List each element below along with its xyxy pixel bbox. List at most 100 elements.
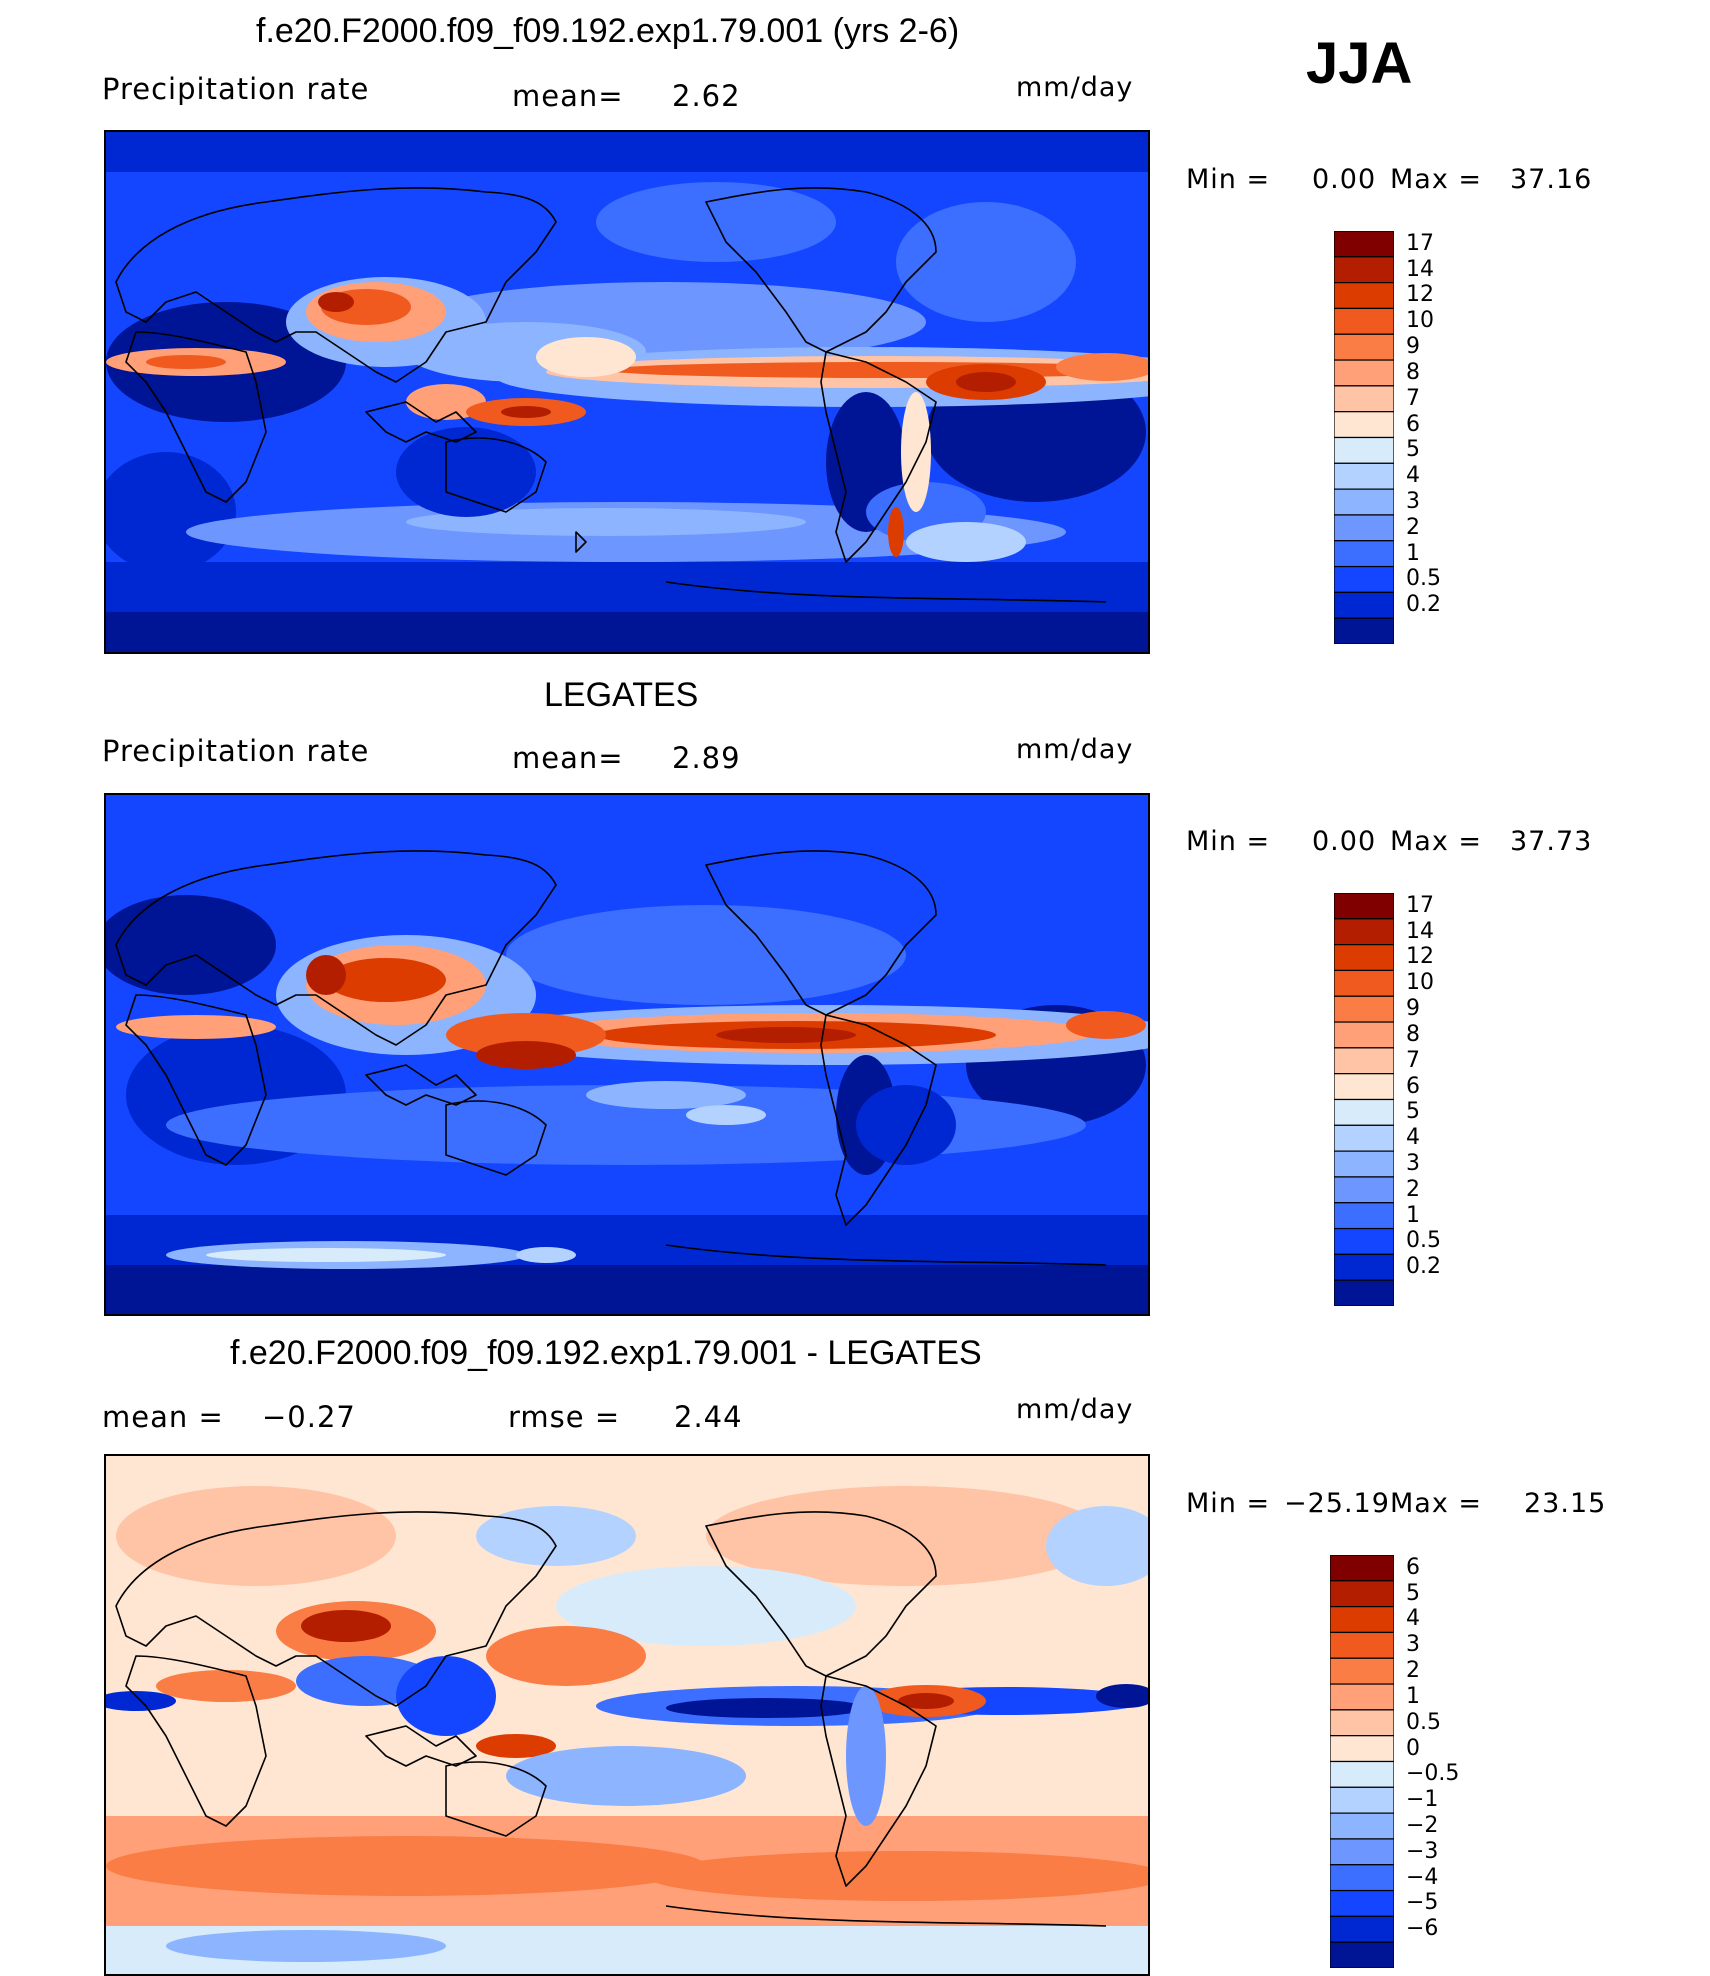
colorbar-tick-label: 4: [1406, 463, 1420, 489]
colorbar-box: [1334, 1253, 1394, 1281]
colorbar-tick-label: −2: [1406, 1812, 1439, 1838]
colorbar-boxes: [1330, 1555, 1394, 1968]
colorbar-tick-label: 0.2: [1406, 592, 1441, 618]
colorbar-tick-label: 7: [1406, 385, 1420, 411]
colorbar-tick-label: 3: [1406, 488, 1420, 514]
panel-3-max-value: 23.15: [1524, 1488, 1607, 1519]
panel-3-min-value: −25.19: [1284, 1488, 1390, 1519]
colorbar-box: [1334, 540, 1394, 568]
panel-2-title: LEGATES: [544, 676, 699, 714]
colorbar-box: [1334, 231, 1394, 258]
colorbar-box: [1334, 591, 1394, 619]
colorbar-tick-label: 4: [1406, 1606, 1420, 1632]
colorbar-tick-label: −0.5: [1406, 1761, 1460, 1787]
colorbar-box: [1334, 462, 1394, 490]
colorbar-box: [1334, 1176, 1394, 1204]
colorbar-tick-label: 10: [1406, 308, 1434, 334]
season-label: JJA: [1306, 31, 1413, 96]
colorbar-box: [1330, 1735, 1394, 1763]
colorbar-tick-label: 4: [1406, 1125, 1420, 1151]
colorbar-box: [1334, 411, 1394, 439]
colorbar-box: [1334, 1202, 1394, 1230]
colorbar-tick-label: 12: [1406, 282, 1434, 308]
colorbar-tick-label: 6: [1406, 1073, 1420, 1099]
panel-2-max-label: Max =: [1390, 826, 1483, 857]
colorbar-box: [1334, 1150, 1394, 1178]
colorbar-tick-label: 3: [1406, 1150, 1420, 1176]
colorbar-box: [1330, 1555, 1394, 1582]
colorbar-box: [1330, 1812, 1394, 1840]
colorbar-box: [1334, 969, 1394, 997]
colorbar-box: [1334, 617, 1394, 644]
colorbar-box: [1334, 918, 1394, 946]
panel-1-map: [104, 130, 1150, 654]
colorbar-tick-label: 2: [1406, 1176, 1420, 1202]
colorbar-tick-label: 5: [1406, 1099, 1420, 1125]
colorbar-box: [1334, 1279, 1394, 1306]
colorbar-box: [1330, 1760, 1394, 1788]
colorbar-box: [1330, 1631, 1394, 1659]
colorbar-tick-label: 0.5: [1406, 1709, 1441, 1735]
colorbar-tick-label: 5: [1406, 1580, 1420, 1606]
panel-2-map: [104, 793, 1150, 1316]
colorbar-tick-label: 1: [1406, 540, 1420, 566]
colorbar-tick-label: 9: [1406, 334, 1420, 360]
colorbar-box: [1330, 1838, 1394, 1866]
panel-2-units: mm/day: [1016, 734, 1134, 765]
colorbar-box: [1330, 1786, 1394, 1814]
colorbar-box: [1334, 565, 1394, 593]
colorbar-tick-label: 6: [1406, 411, 1420, 437]
colorbar-tick-label: 14: [1406, 256, 1434, 282]
colorbar-box: [1334, 256, 1394, 284]
colorbar-box: [1330, 1889, 1394, 1917]
colorbar-box: [1334, 1227, 1394, 1255]
colorbar-box: [1334, 385, 1394, 413]
panel-1-min-label: Min =: [1186, 164, 1271, 195]
panel-3-min-label: Min =: [1186, 1488, 1271, 1519]
colorbar-tick-label: 14: [1406, 918, 1434, 944]
colorbar-box: [1334, 1124, 1394, 1152]
colorbar-box: [1330, 1606, 1394, 1634]
panel-2-colorbar: 17 14 12 10 9 8 7 6 5 4 3 2 1 0.5 0.2: [1334, 893, 1441, 1306]
panel-3-rmse-value: 2.44: [674, 1400, 743, 1434]
panel-3-colorbar: 6 5 4 3 2 1 0.5 0 −0.5 −1 −2 −3 −4 −5 −6: [1330, 1555, 1459, 1968]
panel-2-mean-label: mean=: [512, 741, 624, 775]
panel-2-min-value: 0.00: [1312, 826, 1377, 857]
colorbar-box: [1334, 488, 1394, 516]
panel-1-max-value: 37.16: [1510, 164, 1593, 195]
colorbar-box: [1334, 1098, 1394, 1126]
panel-2-min-label: Min =: [1186, 826, 1271, 857]
colorbar-tick-label: 2: [1406, 1658, 1420, 1684]
colorbar-tick-label: 6: [1406, 1554, 1420, 1580]
colorbar-box: [1334, 307, 1394, 335]
colorbar-tick-label: 2: [1406, 514, 1420, 540]
colorbar-tick-label: −3: [1406, 1838, 1439, 1864]
colorbar-box: [1330, 1683, 1394, 1711]
colorbar-tick-label: 0.2: [1406, 1254, 1441, 1280]
panel-1-max-label: Max =: [1390, 164, 1483, 195]
panel-3-title: f.e20.F2000.f09_f09.192.exp1.79.001 - LE…: [230, 1334, 982, 1372]
colorbar-tick-label: 0.5: [1406, 1228, 1441, 1254]
colorbar-tick-label: 5: [1406, 437, 1420, 463]
panel-2-max-value: 37.73: [1510, 826, 1593, 857]
colorbar-tick-label: 17: [1406, 230, 1434, 256]
colorbar-tick-label: −1: [1406, 1787, 1439, 1813]
colorbar-tick-label: 10: [1406, 970, 1434, 996]
panel-3-mean-label: mean =: [102, 1400, 224, 1434]
panel-2-precip-field: [106, 795, 1148, 1314]
panel-1-colorbar: 17 14 12 10 9 8 7 6 5 4 3 2 1 0.5 0.2: [1334, 231, 1441, 644]
panel-1-mean-value: 2.62: [672, 79, 741, 113]
panel-3-map: [104, 1454, 1150, 1976]
colorbar-box: [1334, 944, 1394, 972]
panel-3-units: mm/day: [1016, 1394, 1134, 1425]
colorbar-box: [1330, 1915, 1394, 1943]
panel-2-mean-value: 2.89: [672, 741, 741, 775]
colorbar-tick-label: 9: [1406, 996, 1420, 1022]
colorbar-box: [1330, 1941, 1394, 1968]
panel-1-field-label: Precipitation rate: [102, 72, 370, 106]
colorbar-box: [1330, 1709, 1394, 1737]
colorbar-tick-label: 7: [1406, 1047, 1420, 1073]
colorbar-box: [1334, 514, 1394, 542]
colorbar-box: [1334, 436, 1394, 464]
panel-1-min-value: 0.00: [1312, 164, 1377, 195]
